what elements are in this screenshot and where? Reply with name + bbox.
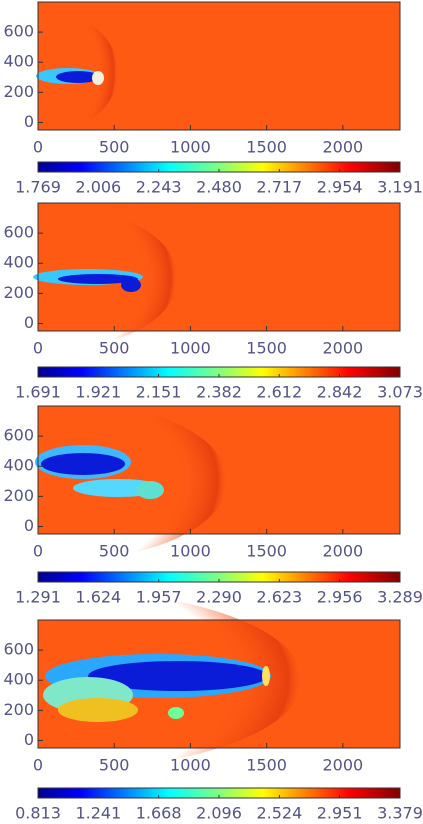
panel: 0 500 1000 1500 2000 0 200 400 600 0.813 1.241 1.66… (0, 590, 423, 823)
panel: 0 500 1000 1500 2000 0 200 400 600 1.769 2.006 2.24… (0, 1, 423, 197)
colorbar-tick-label: 2.954 (317, 178, 363, 197)
y-tick-label: 600 (3, 22, 34, 41)
field-feature (262, 666, 270, 686)
y-tick-label: 600 (3, 223, 34, 242)
y-tick-label: 200 (3, 82, 34, 101)
field-feature (58, 274, 138, 284)
colorbar-tick-label: 2.151 (136, 383, 182, 402)
x-tick-label: 2000 (322, 756, 363, 775)
field-feature (41, 453, 125, 475)
colorbar-tick-label: 2.096 (196, 804, 242, 823)
x-tick-label: 1000 (170, 542, 211, 561)
x-tick-label: 1500 (246, 542, 287, 561)
colorbar-tick-label: 2.524 (256, 804, 302, 823)
colorbar-tick-label: 1.668 (136, 804, 182, 823)
x-tick-label: 1000 (170, 138, 211, 157)
colorbar-tick-label: 3.191 (377, 178, 423, 197)
x-tick-label: 500 (99, 542, 130, 561)
x-tick-label: 1500 (246, 339, 287, 358)
field-feature (56, 71, 100, 83)
field-feature (88, 661, 268, 691)
colorbar-tick-label: 2.842 (317, 383, 363, 402)
y-tick-label: 0 (24, 313, 34, 332)
field-feature (58, 698, 138, 722)
x-tick-label: 0 (33, 138, 43, 157)
colorbar-tick-label: 2.480 (196, 178, 242, 197)
y-tick-label: 200 (3, 700, 34, 719)
x-tick-label: 2000 (322, 542, 363, 561)
plot-frame (37, 1, 401, 131)
y-tick-label: 400 (3, 456, 34, 475)
y-tick-label: 400 (3, 253, 34, 272)
colorbar-tick-label: 1.921 (75, 383, 121, 402)
y-tick-label: 600 (3, 426, 34, 445)
x-tick-label: 2000 (322, 138, 363, 157)
x-tick-label: 0 (33, 756, 43, 775)
colorbar-tick-label: 1.691 (15, 383, 61, 402)
colorbar-tick-label: 3.289 (377, 588, 423, 607)
x-tick-label: 1500 (246, 756, 287, 775)
colorbar-tick-label: 0.813 (15, 804, 61, 823)
y-tick-label: 400 (3, 52, 34, 71)
colorbar-tick-label: 2.006 (75, 178, 121, 197)
y-tick-label: 600 (3, 640, 34, 659)
x-tick-label: 0 (33, 339, 43, 358)
colorbar-tick-label: 3.379 (377, 804, 423, 823)
x-tick-label: 1000 (170, 756, 211, 775)
plot-frame (37, 202, 401, 332)
y-tick-label: 400 (3, 670, 34, 689)
y-tick-label: 200 (3, 486, 34, 505)
colorbar-tick-label: 2.243 (136, 178, 182, 197)
panel: 0 500 1000 1500 2000 0 200 400 600 1.691 1.921 2.15… (0, 202, 423, 402)
plot-frame (37, 405, 401, 535)
x-tick-label: 0 (33, 542, 43, 561)
x-tick-label: 500 (99, 756, 130, 775)
y-tick-label: 0 (24, 112, 34, 131)
y-tick-label: 200 (3, 283, 34, 302)
field-feature (168, 707, 184, 719)
panel: 050010001500200002004006001.2911.6241.95… (0, 401, 423, 607)
x-tick-label: 500 (99, 138, 130, 157)
colorbar-tick-label: 2.717 (256, 178, 302, 197)
colorbar-tick-label: 2.956 (317, 588, 363, 607)
x-tick-label: 1500 (246, 138, 287, 157)
colorbar-tick-label: 2.623 (256, 588, 302, 607)
x-tick-label: 500 (99, 339, 130, 358)
colorbar-tick-label: 2.290 (196, 588, 242, 607)
colorbar-tick-label: 1.769 (15, 178, 61, 197)
colorbar-tick-label: 3.073 (377, 383, 423, 402)
colorbar-tick-label: 1.241 (75, 804, 121, 823)
plot-frame (37, 619, 401, 749)
x-tick-label: 2000 (322, 339, 363, 358)
colorbar-tick-label: 2.951 (317, 804, 363, 823)
colorbar-tick-label: 2.612 (256, 383, 302, 402)
field-feature (121, 278, 141, 292)
field-feature (92, 71, 104, 85)
colorbar-tick-label: 2.382 (196, 383, 242, 402)
y-tick-label: 0 (24, 516, 34, 535)
x-tick-label: 1000 (170, 339, 211, 358)
field-feature (136, 481, 164, 499)
y-tick-label: 0 (24, 730, 34, 749)
